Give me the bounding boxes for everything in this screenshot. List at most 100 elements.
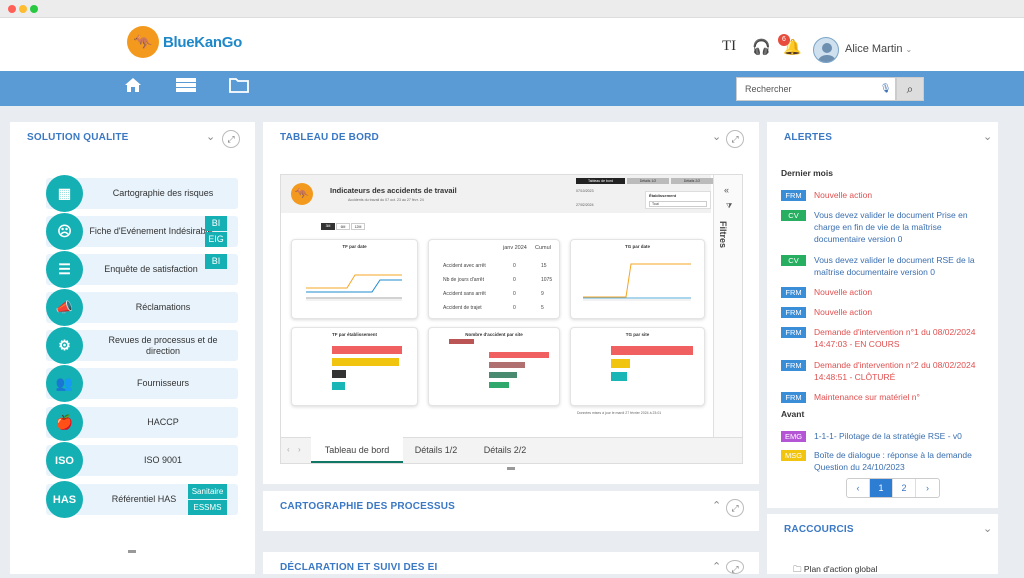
tf-bar-chart	[332, 346, 402, 390]
solution-qualite-panel: SOLUTION QUALITE ⌄ ⤢ ▦ Cartographie des …	[10, 122, 255, 574]
sq-item-label: HACCP	[147, 417, 179, 427]
server-list-icon[interactable]	[176, 77, 196, 98]
alert-item[interactable]: FRM Demande d'intervention n°2 du 08/02/2…	[781, 359, 988, 383]
alert-item[interactable]: FRM Nouvelle action	[781, 286, 988, 298]
report-date-start: 07/10/2023	[576, 189, 594, 193]
apple-icon: 🍎	[46, 404, 83, 441]
tag-bi[interactable]: BI	[205, 254, 227, 269]
next-page-icon[interactable]: ›	[298, 445, 301, 454]
sq-item-label: Enquête de satisfaction	[104, 264, 198, 274]
minimize-window-dot[interactable]	[19, 5, 27, 13]
chevron-down-icon[interactable]: ⌄	[712, 131, 722, 143]
filters-label: Filtres	[718, 221, 728, 249]
home-icon[interactable]	[124, 77, 142, 98]
sq-item-iso9001[interactable]: ISO ISO 9001	[46, 442, 238, 479]
alert-item[interactable]: FRM Nouvelle action	[781, 189, 988, 201]
period-button[interactable]: 3M	[321, 223, 335, 230]
chevron-down-icon[interactable]: ⌄	[983, 131, 993, 143]
alert-item[interactable]: EMG 1-1-1- Pilotage de la stratégie RSE -…	[781, 430, 988, 442]
report-tab[interactable]: Détails 2/2	[671, 178, 713, 184]
kpi-card: janv 2024 Cumul Accident avec arrêt 0 15 N…	[428, 239, 560, 319]
sq-item-reclamations[interactable]: 📣 Réclamations	[46, 289, 238, 326]
filters-pane[interactable]: « ⧩ Filtres	[713, 175, 742, 437]
headset-icon[interactable]: 🎧	[752, 39, 771, 56]
tg-bar-chart	[611, 346, 693, 381]
alertes-pagination: ‹ 1 2 ›	[846, 478, 940, 498]
chevron-up-icon[interactable]: ⌃	[712, 500, 722, 512]
kpi-cumul: 15	[541, 263, 547, 269]
user-menu[interactable]: Alice Martin ⌄	[845, 43, 912, 55]
prev-page-icon[interactable]: ‹	[287, 445, 290, 454]
cartographie-processus-panel: CARTOGRAPHIE DES PROCESSUS ⌃ ⤢	[263, 491, 759, 531]
alert-text: Nouvelle action	[814, 190, 873, 200]
alert-tag: FRM	[781, 307, 806, 318]
folder-icon[interactable]	[229, 77, 249, 98]
search-button[interactable]: ⌕	[896, 77, 924, 101]
sq-item-revues-processus[interactable]: ⚙ Revues de processus et de direction	[46, 327, 238, 364]
avatar[interactable]	[813, 37, 839, 63]
chevron-down-icon[interactable]: ⌄	[206, 131, 216, 143]
tag-bi[interactable]: BI	[205, 216, 227, 231]
collapse-icon[interactable]: «	[724, 185, 730, 195]
pager-page-2[interactable]: 2	[893, 479, 916, 497]
tab-tableau-de-bord[interactable]: Tableau de bord	[311, 437, 403, 463]
resize-handle[interactable]	[507, 467, 515, 470]
report-tab-active[interactable]: Tableau de bord	[576, 178, 625, 184]
alert-item[interactable]: CV Vous devez valider le document RSE de …	[781, 254, 988, 278]
kpi-row: Nb de jours d'arrêt 0 1075	[443, 273, 555, 287]
tag-sanitaire[interactable]: Sanitaire	[188, 484, 227, 499]
sq-item-fournisseurs[interactable]: 👥 Fournisseurs	[46, 365, 238, 402]
alert-item[interactable]: FRM Demande d'intervention n°1 du 08/02/2…	[781, 326, 988, 350]
expand-icon[interactable]: ⤢	[726, 560, 744, 574]
alert-text: Nouvelle action	[814, 287, 873, 297]
alert-item[interactable]: FRM Maintenance sur matériel n°	[781, 391, 988, 403]
tg-site-card: TG par site	[570, 327, 705, 406]
period-button[interactable]: 12M	[351, 223, 365, 230]
alert-tag: CV	[781, 255, 806, 266]
tab-details-1[interactable]: Détails 1/2	[414, 445, 458, 455]
kpi-col-header: janv 2024	[503, 245, 527, 251]
raccourcis-panel: RACCOURCIS ⌄ 🗀 Plan d'action global	[767, 514, 998, 574]
tab-details-2[interactable]: Détails 2/2	[483, 445, 527, 455]
tag-essms[interactable]: ESSMS	[188, 500, 227, 515]
pager-page-1[interactable]: 1	[870, 479, 893, 497]
chart-title: TF par établissement	[331, 332, 377, 337]
solution-qualite-title: SOLUTION QUALITE	[27, 132, 129, 143]
expand-icon[interactable]: ⤢	[726, 499, 744, 517]
expand-icon[interactable]: ⤢	[222, 130, 240, 148]
search-input[interactable]: Rechercher	[736, 77, 896, 101]
sq-item-cartographie-risques[interactable]: ▦ Cartographie des risques	[46, 175, 238, 212]
alert-item[interactable]: FRM Nouvelle action	[781, 306, 988, 318]
microphone-icon[interactable]: 🎙	[880, 83, 892, 93]
etab-select[interactable]: Tout	[649, 201, 707, 207]
tag-eig[interactable]: EIG	[205, 232, 227, 247]
resize-handle[interactable]	[128, 550, 136, 553]
close-window-dot[interactable]	[8, 5, 16, 13]
survey-icon: ☰	[46, 251, 83, 288]
period-button[interactable]: 6M	[336, 223, 350, 230]
text-size-icon[interactable]: TI	[722, 38, 737, 54]
expand-icon[interactable]: ⤢	[726, 130, 744, 148]
shortcut-item[interactable]: 🗀 Plan d'action global	[793, 564, 877, 578]
alert-item[interactable]: MSG Boîte de dialogue : réponse à la dema…	[781, 449, 988, 473]
tg-line-chart	[583, 263, 691, 301]
folder-icon: 🗀	[793, 564, 802, 574]
shortcut-label: Plan d'action global	[803, 564, 878, 574]
chevron-down-icon[interactable]: ⌄	[983, 523, 993, 535]
report-title: Indicateurs des accidents de travail	[330, 186, 457, 195]
pager-prev[interactable]: ‹	[847, 479, 870, 497]
report-tab[interactable]: Détails 1/2	[627, 178, 669, 184]
pager-next[interactable]: ›	[926, 483, 929, 493]
chevron-up-icon[interactable]: ⌃	[712, 561, 722, 573]
maximize-window-dot[interactable]	[30, 5, 38, 13]
sq-item-label: Fournisseurs	[136, 378, 190, 388]
alert-item[interactable]: CV Vous devez valider le document Prise e…	[781, 209, 988, 245]
app-logo[interactable]: 🦘 BlueKanGo	[127, 26, 242, 58]
chart-title: TG par site	[625, 332, 650, 337]
kpi-value: 0	[513, 291, 516, 297]
sq-item-haccp[interactable]: 🍎 HACCP	[46, 404, 238, 441]
kpi-rows: Accident avec arrêt 0 15 Nb de jours d'arr…	[443, 259, 555, 315]
filter-funnel-icon[interactable]: ⧩	[726, 203, 733, 210]
chevron-down-icon: ⌄	[905, 45, 913, 54]
etablissement-filter[interactable]: Établissement Tout	[645, 191, 711, 209]
